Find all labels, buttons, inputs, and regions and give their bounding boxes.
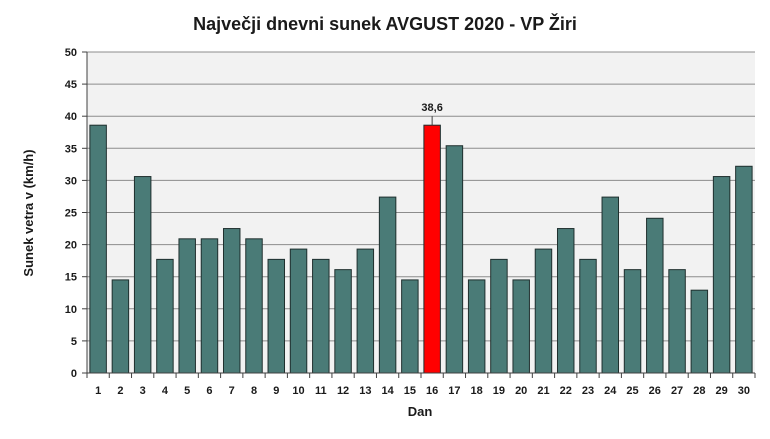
bar xyxy=(378,196,397,374)
bar xyxy=(401,279,419,374)
y-tick-label: 50 xyxy=(65,47,77,59)
x-tick-label: 13 xyxy=(359,385,371,397)
x-tick-label: 30 xyxy=(738,385,750,397)
bar xyxy=(133,176,152,374)
x-tick-label: 29 xyxy=(715,385,727,397)
x-tick-label: 24 xyxy=(604,385,617,397)
x-tick-label: 28 xyxy=(693,385,705,397)
x-tick-label: 19 xyxy=(493,385,505,397)
bar xyxy=(712,176,731,374)
x-tick-label: 17 xyxy=(448,385,460,397)
bar xyxy=(534,248,553,374)
x-tick-label: 25 xyxy=(626,385,638,397)
bar xyxy=(490,258,508,374)
x-tick-label: 23 xyxy=(582,385,594,397)
bar xyxy=(690,289,709,374)
x-axis-label: Dan xyxy=(408,404,433,419)
bar xyxy=(467,279,486,374)
y-tick-label: 30 xyxy=(65,175,77,187)
y-tick-label: 5 xyxy=(71,336,77,348)
x-tick-label: 6 xyxy=(206,385,212,397)
x-tick-label: 22 xyxy=(560,385,572,397)
bar xyxy=(556,228,575,374)
bar xyxy=(646,217,664,374)
bar xyxy=(245,238,263,374)
y-tick-label: 15 xyxy=(65,272,77,284)
x-tick-label: 12 xyxy=(337,385,349,397)
x-tick-label: 16 xyxy=(426,385,438,397)
x-tick-label: 5 xyxy=(184,385,190,397)
x-tick-label: 20 xyxy=(515,385,527,397)
y-tick-label: 10 xyxy=(65,304,77,316)
bar xyxy=(445,145,464,374)
x-tick-label: 18 xyxy=(471,385,483,397)
bar xyxy=(334,269,352,374)
bar xyxy=(735,165,753,374)
bar xyxy=(111,279,130,374)
y-tick-label: 25 xyxy=(65,208,77,220)
bar xyxy=(512,279,530,374)
y-tick-label: 45 xyxy=(65,79,77,91)
x-tick-label: 2 xyxy=(117,385,123,397)
bar xyxy=(601,196,620,374)
data-label: 38,6 xyxy=(421,102,442,114)
bar xyxy=(668,269,686,374)
bar xyxy=(579,258,597,374)
bar xyxy=(267,258,286,374)
x-tick-label: 10 xyxy=(292,385,304,397)
y-tick-label: 0 xyxy=(71,368,77,380)
x-tick-label: 14 xyxy=(381,385,394,397)
x-tick-label: 1 xyxy=(95,385,101,397)
x-tick-label: 11 xyxy=(315,385,327,397)
x-tick-label: 8 xyxy=(251,385,257,397)
x-tick-label: 21 xyxy=(537,385,549,397)
y-tick-label: 40 xyxy=(65,111,77,123)
bar xyxy=(156,258,174,374)
bar xyxy=(623,269,642,374)
bar xyxy=(200,238,219,374)
bar xyxy=(289,248,308,374)
x-tick-label: 27 xyxy=(671,385,683,397)
y-axis-label: Sunek vetra v (km/h) xyxy=(21,149,36,276)
y-tick-label: 20 xyxy=(65,240,77,252)
x-tick-label: 15 xyxy=(404,385,416,397)
bar xyxy=(356,248,375,374)
bar-highlight xyxy=(423,124,441,374)
x-tick-label: 4 xyxy=(162,385,169,397)
x-tick-label: 26 xyxy=(649,385,661,397)
bar xyxy=(89,124,107,374)
bar xyxy=(178,238,196,374)
x-tick-label: 7 xyxy=(229,385,235,397)
bar xyxy=(312,258,330,374)
y-tick-label: 35 xyxy=(65,143,77,155)
x-tick-label: 9 xyxy=(273,385,279,397)
bar xyxy=(222,228,241,374)
chart-title: Največji dnevni sunek AVGUST 2020 - VP Ž… xyxy=(193,13,577,34)
x-tick-label: 3 xyxy=(140,385,146,397)
